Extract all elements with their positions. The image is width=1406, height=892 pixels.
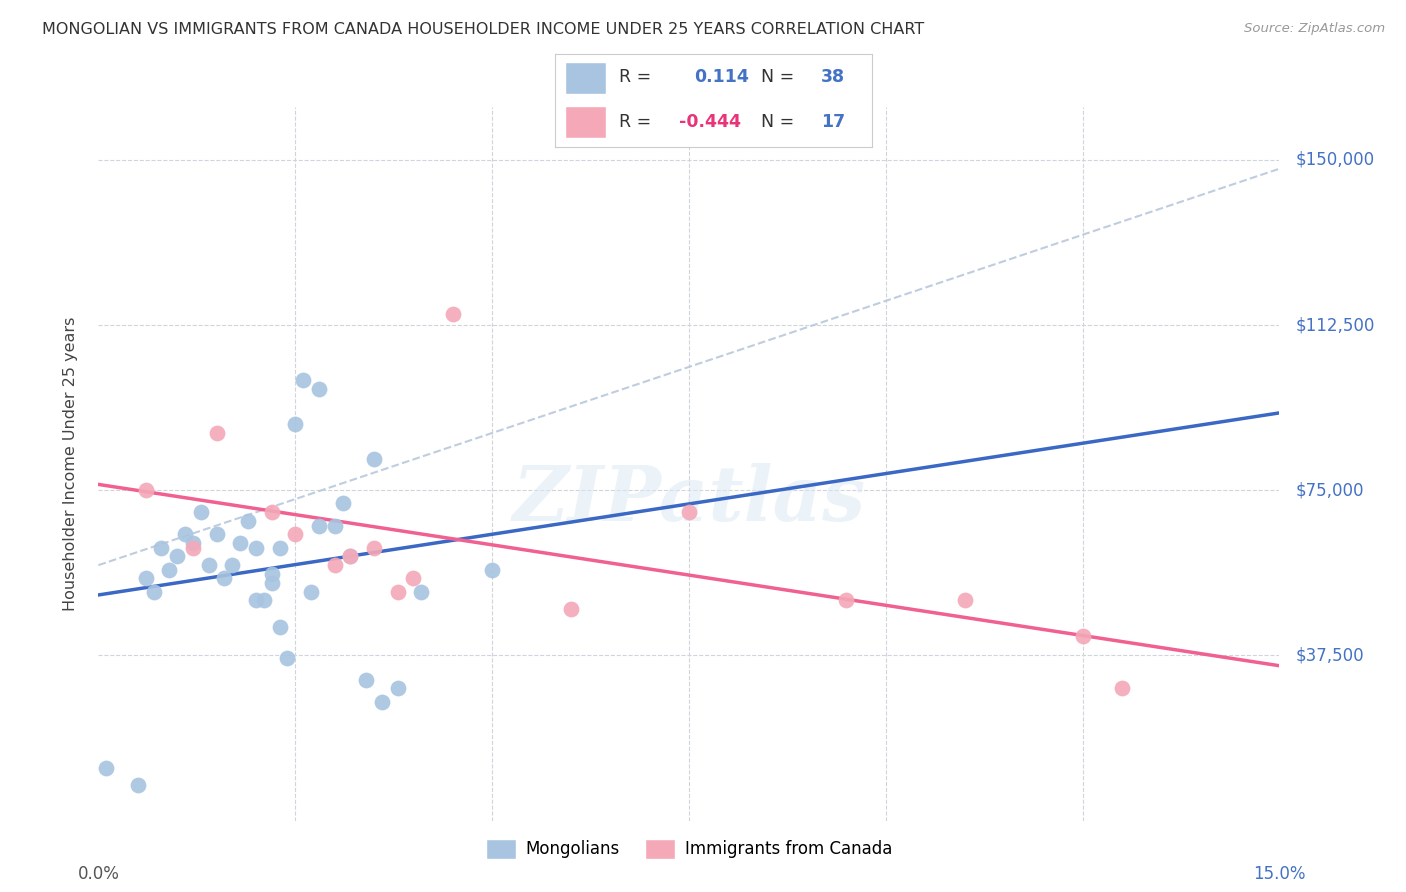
Point — [387, 681, 409, 696]
Point — [339, 549, 361, 564]
Point — [150, 541, 173, 555]
Point — [205, 527, 228, 541]
Point — [205, 425, 228, 440]
Point — [1071, 629, 1094, 643]
Point — [560, 602, 582, 616]
Point — [284, 417, 307, 432]
Point — [481, 563, 503, 577]
Point — [402, 571, 425, 585]
Point — [371, 695, 394, 709]
Text: 17: 17 — [821, 113, 845, 131]
Point — [284, 527, 307, 541]
Text: 15.0%: 15.0% — [1253, 864, 1306, 883]
Point — [135, 483, 157, 498]
Legend: Mongolians, Immigrants from Canada: Mongolians, Immigrants from Canada — [479, 832, 898, 866]
Text: 38: 38 — [821, 69, 845, 87]
Point — [245, 593, 267, 607]
Text: R =: R = — [619, 69, 651, 87]
Text: -0.444: -0.444 — [679, 113, 741, 131]
Point — [253, 593, 276, 607]
Text: Source: ZipAtlas.com: Source: ZipAtlas.com — [1244, 22, 1385, 36]
Point — [166, 549, 188, 564]
Point — [142, 584, 165, 599]
Point — [221, 558, 243, 573]
Point — [135, 571, 157, 585]
Point — [236, 514, 259, 528]
Point — [363, 452, 385, 467]
Point — [292, 373, 315, 387]
Text: 0.0%: 0.0% — [77, 864, 120, 883]
Point — [835, 593, 858, 607]
Point — [354, 673, 377, 687]
Y-axis label: Householder Income Under 25 years: Householder Income Under 25 years — [63, 317, 77, 611]
Point — [299, 584, 322, 599]
Point — [127, 778, 149, 792]
Text: $37,500: $37,500 — [1295, 647, 1364, 665]
Point — [229, 536, 252, 550]
Text: $112,500: $112,500 — [1295, 316, 1375, 334]
Point — [269, 541, 291, 555]
Point — [308, 518, 330, 533]
Point — [190, 505, 212, 519]
Point — [441, 307, 464, 321]
Point — [96, 761, 118, 775]
Text: N =: N = — [761, 113, 794, 131]
Point — [214, 571, 236, 585]
Point — [260, 505, 283, 519]
Point — [260, 575, 283, 590]
Point — [339, 549, 361, 564]
Point — [181, 536, 204, 550]
Point — [678, 505, 700, 519]
Point — [174, 527, 197, 541]
Text: ZIPatlas: ZIPatlas — [512, 463, 866, 536]
Point — [332, 496, 354, 510]
Point — [308, 382, 330, 396]
FancyBboxPatch shape — [565, 106, 606, 138]
Text: $150,000: $150,000 — [1295, 151, 1374, 169]
Point — [197, 558, 219, 573]
Point — [1111, 681, 1133, 696]
Point — [269, 620, 291, 634]
Point — [411, 584, 433, 599]
Point — [276, 650, 298, 665]
Point — [245, 541, 267, 555]
Point — [323, 558, 346, 573]
Point — [953, 593, 976, 607]
Point — [363, 541, 385, 555]
Point — [323, 518, 346, 533]
Text: $75,000: $75,000 — [1295, 482, 1364, 500]
Point — [387, 584, 409, 599]
Text: 0.114: 0.114 — [695, 69, 749, 87]
Text: MONGOLIAN VS IMMIGRANTS FROM CANADA HOUSEHOLDER INCOME UNDER 25 YEARS CORRELATIO: MONGOLIAN VS IMMIGRANTS FROM CANADA HOUS… — [42, 22, 924, 37]
FancyBboxPatch shape — [565, 62, 606, 94]
Point — [260, 566, 283, 581]
Point — [157, 563, 180, 577]
Text: N =: N = — [761, 69, 794, 87]
Point — [181, 541, 204, 555]
Text: R =: R = — [619, 113, 651, 131]
